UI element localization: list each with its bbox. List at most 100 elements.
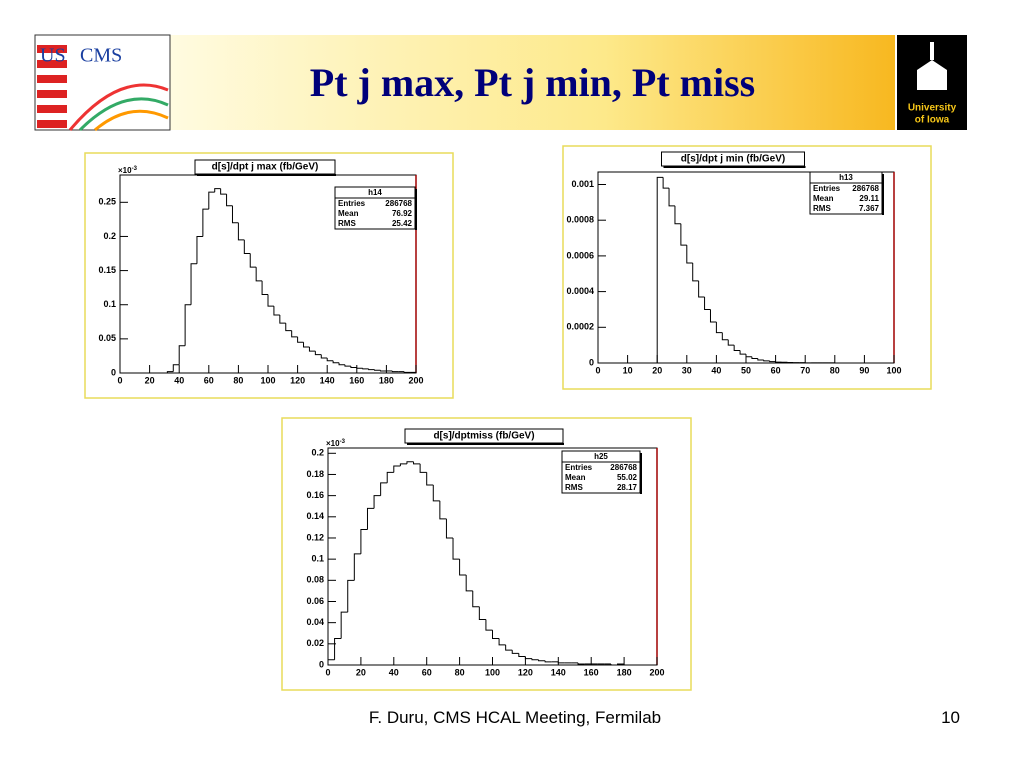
x-tick-label: 80 bbox=[830, 365, 840, 375]
histogram-bin bbox=[531, 658, 539, 661]
histogram-bin bbox=[196, 235, 203, 264]
histogram-bin bbox=[745, 354, 752, 358]
chart-title: d[s]/dpt j max (fb/GeV) bbox=[212, 162, 319, 173]
histogram-bin bbox=[237, 222, 245, 241]
y-tick-label: 0.25 bbox=[98, 197, 116, 207]
histogram-bin bbox=[362, 368, 369, 370]
histogram-bin bbox=[557, 661, 565, 664]
x-tick-label: 60 bbox=[204, 375, 214, 385]
histogram-bin bbox=[374, 369, 381, 371]
histogram-bin bbox=[347, 579, 355, 613]
x-tick-label: 100 bbox=[886, 365, 901, 375]
logo-text: of Iowa bbox=[915, 115, 950, 126]
x-tick-label: 0 bbox=[595, 365, 600, 375]
histogram-bin bbox=[360, 529, 368, 554]
histogram-bin bbox=[426, 472, 434, 486]
y-tick-label: 0.1 bbox=[311, 554, 324, 564]
histogram-bin bbox=[214, 188, 221, 193]
histogram-bin bbox=[166, 371, 174, 373]
x-tick-label: 120 bbox=[518, 667, 533, 677]
x-tick-label: 200 bbox=[649, 667, 664, 677]
stats-label: Entries bbox=[813, 184, 841, 193]
histogram-bin bbox=[465, 575, 473, 592]
x-tick-label: 140 bbox=[551, 667, 566, 677]
y-multiplier: ×10-3 bbox=[118, 166, 138, 176]
x-tick-label: 40 bbox=[389, 667, 399, 677]
stats-name: h13 bbox=[839, 173, 853, 182]
histogram-bin bbox=[544, 660, 552, 663]
stats-value: 25.42 bbox=[392, 219, 413, 228]
stats-label: RMS bbox=[338, 219, 356, 228]
logo-text: CMS bbox=[80, 45, 122, 67]
histogram-bin bbox=[326, 357, 334, 362]
histogram-bin bbox=[190, 263, 197, 305]
y-multiplier-base: ×10 bbox=[118, 166, 132, 175]
x-tick-label: 40 bbox=[711, 365, 721, 375]
y-tick-label: 0.04 bbox=[306, 617, 324, 627]
x-tick-label: 120 bbox=[290, 375, 305, 385]
histogram-bin bbox=[445, 518, 454, 539]
histogram-bin bbox=[721, 332, 729, 341]
histogram-bin bbox=[340, 611, 348, 639]
histogram-bin bbox=[380, 482, 388, 496]
header-band bbox=[170, 35, 895, 130]
histogram-bin bbox=[267, 294, 274, 307]
y-tick-label: 0.16 bbox=[306, 490, 324, 500]
x-tick-label: 160 bbox=[584, 667, 599, 677]
logo-text: University bbox=[908, 103, 957, 114]
stats-name: h25 bbox=[594, 452, 608, 461]
histogram-bin bbox=[338, 362, 345, 366]
chart-title: d[s]/dptmiss (fb/GeV) bbox=[433, 431, 534, 442]
stats-label: Entries bbox=[565, 463, 593, 472]
x-tick-label: 180 bbox=[617, 667, 632, 677]
x-tick-label: 100 bbox=[485, 667, 500, 677]
histogram-bin bbox=[178, 345, 186, 365]
x-tick-label: 20 bbox=[356, 667, 366, 677]
histogram-bin bbox=[379, 370, 387, 372]
histogram-bin bbox=[399, 463, 407, 466]
stats-value: 55.02 bbox=[617, 473, 638, 482]
histogram-bin bbox=[291, 330, 298, 338]
y-tick-label: 0.1 bbox=[103, 299, 116, 309]
stats-label: Mean bbox=[813, 194, 834, 203]
y-tick-label: 0.08 bbox=[306, 575, 324, 585]
x-tick-label: 160 bbox=[349, 375, 364, 385]
histogram-bin bbox=[674, 205, 681, 225]
x-tick-label: 40 bbox=[174, 375, 184, 385]
x-tick-label: 200 bbox=[408, 375, 423, 385]
x-tick-label: 0 bbox=[117, 375, 122, 385]
histogram-bin bbox=[452, 537, 460, 560]
histogram-bin bbox=[439, 500, 447, 520]
histogram-bin bbox=[485, 619, 493, 631]
histogram-bin bbox=[356, 367, 363, 369]
y-tick-label: 0.2 bbox=[103, 231, 116, 241]
x-tick-label: 140 bbox=[320, 375, 335, 385]
y-tick-label: 0 bbox=[319, 659, 324, 669]
histogram-bin bbox=[373, 495, 381, 509]
y-multiplier-exponent: -3 bbox=[340, 439, 346, 445]
y-multiplier-exponent: -3 bbox=[132, 166, 138, 172]
y-multiplier-base: ×10 bbox=[326, 439, 340, 448]
stats-label: Mean bbox=[338, 209, 359, 218]
histogram-bin bbox=[393, 465, 401, 473]
histogram-bin bbox=[478, 606, 486, 620]
y-tick-label: 0.0004 bbox=[566, 286, 594, 296]
histogram-bin bbox=[668, 188, 675, 207]
histogram-bin bbox=[202, 208, 209, 237]
x-tick-label: 70 bbox=[800, 365, 810, 375]
x-tick-label: 100 bbox=[260, 375, 275, 385]
histogram-bin bbox=[511, 650, 519, 654]
y-tick-label: 0.001 bbox=[571, 179, 594, 189]
histogram-bin bbox=[763, 359, 770, 362]
histogram-bin bbox=[344, 364, 351, 367]
stats-value: 286768 bbox=[852, 184, 879, 193]
y-multiplier: ×10-3 bbox=[326, 439, 346, 449]
histogram-bin bbox=[459, 559, 467, 576]
y-tick-label: 0.14 bbox=[306, 511, 324, 521]
histogram-bin bbox=[314, 351, 322, 356]
histogram-bin bbox=[366, 507, 375, 530]
histogram-bin bbox=[492, 630, 500, 640]
iowa-logo: University of Iowa bbox=[897, 35, 967, 130]
histogram-bin bbox=[524, 656, 532, 660]
